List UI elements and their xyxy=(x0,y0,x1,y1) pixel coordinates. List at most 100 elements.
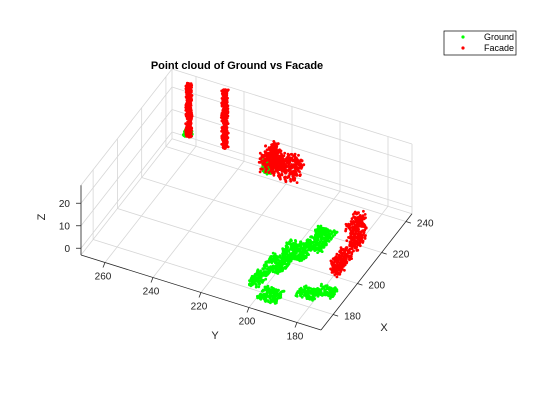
point-facade xyxy=(281,159,285,163)
point-facade xyxy=(349,220,353,223)
point-facade xyxy=(189,109,193,112)
point-ground xyxy=(328,232,331,236)
point-facade xyxy=(221,89,225,93)
point-ground xyxy=(254,274,258,277)
legend-marker-ground xyxy=(461,35,465,39)
point-ground xyxy=(276,258,280,262)
point-ground xyxy=(326,237,330,241)
legend-label-facade: Facade xyxy=(484,43,514,53)
point-facade xyxy=(223,91,227,95)
point-facade xyxy=(226,136,230,140)
point-facade xyxy=(355,212,359,216)
point-facade xyxy=(258,170,262,174)
point-facade xyxy=(340,267,344,271)
point-ground xyxy=(302,289,306,292)
point-ground xyxy=(268,290,272,294)
point-facade xyxy=(224,124,228,127)
point-facade xyxy=(221,133,225,137)
point-facade xyxy=(349,247,353,251)
point-facade xyxy=(269,165,272,169)
point-ground xyxy=(315,234,319,238)
point-facade xyxy=(357,233,360,237)
point-ground xyxy=(273,252,277,256)
point-facade xyxy=(362,231,366,235)
point-facade xyxy=(222,142,225,146)
point-ground xyxy=(263,299,267,303)
point-facade xyxy=(276,142,280,146)
point-facade xyxy=(271,149,274,152)
point-ground xyxy=(309,243,313,247)
series-ground xyxy=(181,128,339,305)
point-ground xyxy=(294,239,298,243)
point-ground xyxy=(291,242,295,245)
point-facade xyxy=(334,264,338,268)
point-facade xyxy=(296,169,300,172)
point-facade xyxy=(358,237,361,241)
point-facade xyxy=(344,259,348,263)
point-facade xyxy=(353,246,357,250)
y-tick-label: 260 xyxy=(95,272,112,283)
point-ground xyxy=(271,270,275,274)
point-facade xyxy=(348,240,352,244)
point-facade xyxy=(347,254,351,258)
point-facade xyxy=(190,114,194,118)
point-ground xyxy=(319,237,323,241)
point-facade xyxy=(348,224,351,228)
point-facade xyxy=(336,259,339,263)
point-facade xyxy=(285,159,289,162)
point-ground xyxy=(315,237,319,241)
point-facade xyxy=(293,160,297,164)
point-facade xyxy=(335,275,339,279)
point-facade xyxy=(281,165,285,169)
point-facade xyxy=(186,114,189,118)
point-facade xyxy=(185,117,189,121)
point-ground xyxy=(293,255,297,258)
point-ground xyxy=(261,267,265,270)
point-ground xyxy=(295,294,299,298)
point-ground xyxy=(316,224,320,228)
point-facade xyxy=(295,181,299,185)
point-ground xyxy=(332,292,336,296)
point-facade xyxy=(342,248,345,251)
point-ground xyxy=(278,254,282,258)
point-ground xyxy=(316,287,319,290)
point-facade xyxy=(342,263,346,267)
axes-ticks: 180 200 220 240 180 200 220 240 260 0 10 20 xyxy=(59,199,434,343)
point-ground xyxy=(290,252,293,256)
point-ground xyxy=(294,243,297,247)
point-ground xyxy=(321,292,325,296)
point-ground xyxy=(320,246,324,249)
point-ground xyxy=(262,264,266,268)
point-facade xyxy=(356,219,360,223)
point-ground xyxy=(330,232,334,236)
point-ground xyxy=(295,251,298,255)
grid-line-floor-y xyxy=(104,146,197,263)
point-facade xyxy=(266,158,270,161)
point-facade xyxy=(190,126,194,130)
point-facade xyxy=(277,172,280,175)
point-facade xyxy=(220,101,224,104)
y-tick xyxy=(198,292,202,298)
point-facade xyxy=(338,256,342,260)
point-facade xyxy=(358,244,362,248)
point-ground xyxy=(301,251,305,254)
point-facade xyxy=(225,108,229,112)
chart-title: Point cloud of Ground vs Facade xyxy=(151,60,323,72)
point-ground xyxy=(310,292,314,295)
point-facade xyxy=(363,213,367,216)
point-ground xyxy=(305,289,309,293)
point-ground xyxy=(319,232,323,236)
point-ground xyxy=(278,268,282,271)
point-ground xyxy=(270,261,274,265)
point-facade xyxy=(343,268,346,272)
point-facade xyxy=(268,155,272,159)
point-ground xyxy=(321,285,325,289)
point-facade xyxy=(263,154,267,158)
y-tick xyxy=(150,277,154,283)
point-facade xyxy=(224,106,228,110)
grid-line-floor-y xyxy=(200,176,293,293)
point-ground xyxy=(320,282,323,286)
point-ground xyxy=(262,279,265,282)
point-ground xyxy=(266,271,270,275)
